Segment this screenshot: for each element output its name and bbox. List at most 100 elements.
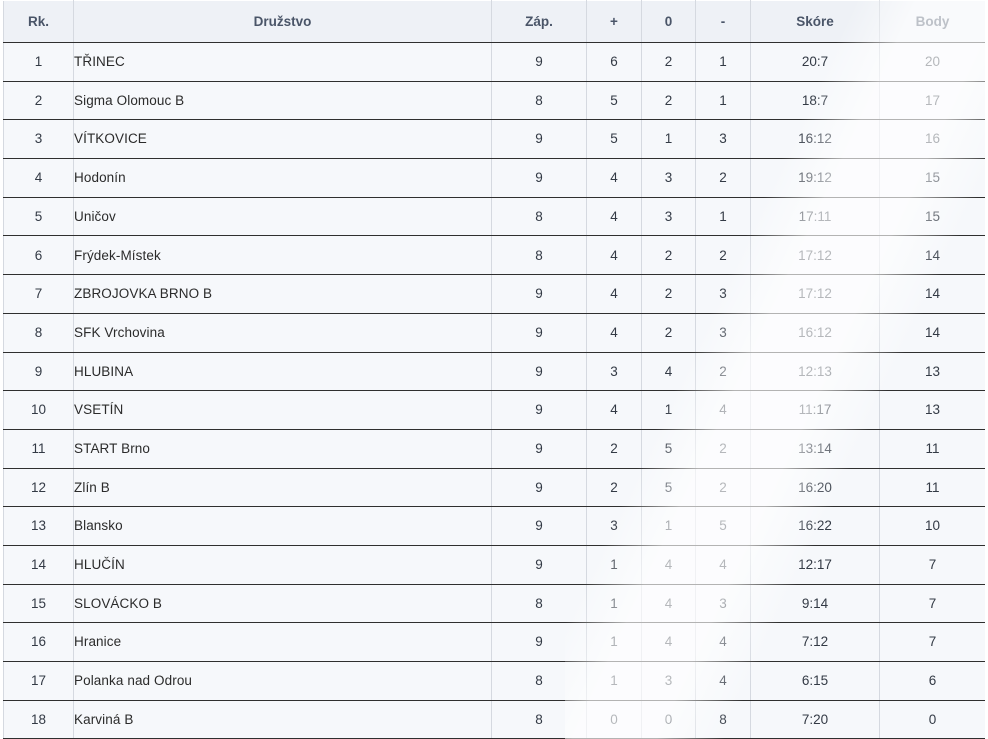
cell-loss: 5 — [695, 506, 751, 546]
cell-zap: 9 — [491, 428, 587, 469]
cell-draw: 2 — [641, 312, 696, 353]
cell-rank: 14 — [3, 544, 74, 585]
cell-zap: 9 — [491, 506, 587, 546]
standings-table-container: Rk. Družstvo Záp. +0- Skóre Body 1 TŘINEC 9 6 2 1 2… — [3, 0, 985, 739]
cell-loss: 2 — [695, 351, 751, 392]
cell-zap: 9 — [491, 467, 587, 508]
cell-draw: 4 — [641, 622, 696, 662]
column-header-loss[interactable]: - — [695, 0, 751, 43]
cell-draw: 2 — [641, 42, 696, 82]
cell-rank: 15 — [3, 583, 74, 624]
table-header-row: Rk. Družstvo Záp. +0- Skóre Body — [3, 0, 985, 43]
cell-zap: 9 — [491, 312, 587, 353]
cell-win: 1 — [586, 583, 642, 624]
table-row[interactable]: 15 SLOVÁCKO B 8 1 4 3 9:14 7 — [3, 583, 985, 624]
cell-score: 13:14 — [750, 428, 880, 469]
cell-rank: 5 — [3, 196, 74, 237]
cell-points: 7 — [879, 544, 985, 585]
cell-rank: 6 — [3, 235, 74, 276]
table-row[interactable]: 12 Zlín B 9 2 5 2 16:20 11 — [3, 467, 985, 508]
cell-points: 15 — [879, 158, 985, 198]
cell-team: TŘINEC — [73, 42, 492, 82]
table-row[interactable]: 11 START Brno 9 2 5 2 13:14 11 — [3, 428, 985, 469]
cell-score: 11:17 — [750, 390, 880, 430]
column-header-win[interactable]: + — [586, 0, 642, 43]
table-row[interactable]: 5 Uničov 8 4 3 1 17:11 15 — [3, 196, 985, 237]
cell-loss: 2 — [695, 428, 751, 469]
cell-zap: 8 — [491, 583, 587, 624]
table-body: 1 TŘINEC 9 6 2 1 20:7 20 2 Sigma Olomouc B 8 5 2 1 18:… — [3, 42, 985, 739]
cell-loss: 3 — [695, 312, 751, 353]
table-row[interactable]: 3 VÍTKOVICE 9 5 1 3 16:12 16 — [3, 119, 985, 160]
cell-win: 1 — [586, 622, 642, 662]
cell-team: Hodonín — [73, 158, 492, 198]
league-standings-table: Rk. Družstvo Záp. +0- Skóre Body 1 TŘINEC 9 6 2 1 2… — [3, 0, 985, 739]
table-row[interactable]: 8 SFK Vrchovina 9 4 2 3 16:12 14 — [3, 312, 985, 353]
column-header-zap[interactable]: Záp. — [491, 0, 587, 43]
cell-win: 5 — [586, 80, 642, 121]
cell-points: 13 — [879, 390, 985, 430]
cell-win: 4 — [586, 196, 642, 237]
cell-draw: 3 — [641, 661, 696, 701]
cell-rank: 1 — [3, 42, 74, 82]
cell-points: 14 — [879, 274, 985, 314]
cell-team: Uničov — [73, 196, 492, 237]
table-row[interactable]: 17 Polanka nad Odrou 8 1 3 4 6:15 6 — [3, 661, 985, 701]
cell-loss: 1 — [695, 42, 751, 82]
table-row[interactable]: 16 Hranice 9 1 4 4 7:12 7 — [3, 622, 985, 662]
cell-zap: 9 — [491, 390, 587, 430]
table-row[interactable]: 10 VSETÍN 9 4 1 4 11:17 13 — [3, 390, 985, 430]
cell-loss: 4 — [695, 661, 751, 701]
column-header-rank[interactable]: Rk. — [3, 0, 74, 43]
table-row[interactable]: 2 Sigma Olomouc B 8 5 2 1 18:7 17 — [3, 80, 985, 121]
column-header-points[interactable]: Body — [879, 0, 985, 43]
column-header-score[interactable]: Skóre — [750, 0, 880, 43]
table-row[interactable]: 1 TŘINEC 9 6 2 1 20:7 20 — [3, 42, 985, 82]
cell-win: 4 — [586, 390, 642, 430]
cell-win: 4 — [586, 158, 642, 198]
cell-zap: 9 — [491, 351, 587, 392]
column-header-team[interactable]: Družstvo — [73, 0, 492, 43]
cell-points: 11 — [879, 467, 985, 508]
cell-loss: 2 — [695, 235, 751, 276]
cell-win: 1 — [586, 544, 642, 585]
cell-points: 10 — [879, 506, 985, 546]
cell-score: 6:15 — [750, 661, 880, 701]
cell-rank: 4 — [3, 158, 74, 198]
cell-team: Blansko — [73, 506, 492, 546]
cell-points: 6 — [879, 661, 985, 701]
cell-zap: 9 — [491, 544, 587, 585]
table-row[interactable]: 4 Hodonín 9 4 3 2 19:12 15 — [3, 158, 985, 198]
table-row[interactable]: 14 HLUČÍN 9 1 4 4 12:17 7 — [3, 544, 985, 585]
cell-score: 12:13 — [750, 351, 880, 392]
cell-team: START Brno — [73, 428, 492, 469]
cell-win: 3 — [586, 506, 642, 546]
cell-zap: 8 — [491, 196, 587, 237]
table-row[interactable]: 18 Karviná B 8 0 0 8 7:20 0 — [3, 699, 985, 739]
cell-loss: 4 — [695, 622, 751, 662]
cell-score: 18:7 — [750, 80, 880, 121]
cell-win: 6 — [586, 42, 642, 82]
cell-points: 13 — [879, 351, 985, 392]
cell-zap: 8 — [491, 699, 587, 739]
cell-rank: 11 — [3, 428, 74, 469]
table-row[interactable]: 13 Blansko 9 3 1 5 16:22 10 — [3, 506, 985, 546]
cell-win: 5 — [586, 119, 642, 160]
cell-draw: 5 — [641, 467, 696, 508]
cell-score: 16:22 — [750, 506, 880, 546]
table-row[interactable]: 7 ZBROJOVKA BRNO B 9 4 2 3 17:12 14 — [3, 274, 985, 314]
cell-team: Zlín B — [73, 467, 492, 508]
cell-rank: 10 — [3, 390, 74, 430]
table-row[interactable]: 9 HLUBINA 9 3 4 2 12:13 13 — [3, 351, 985, 392]
cell-points: 20 — [879, 42, 985, 82]
cell-draw: 0 — [641, 699, 696, 739]
cell-points: 7 — [879, 622, 985, 662]
cell-rank: 16 — [3, 622, 74, 662]
cell-win: 4 — [586, 312, 642, 353]
cell-loss: 3 — [695, 583, 751, 624]
cell-rank: 18 — [3, 699, 74, 739]
table-row[interactable]: 6 Frýdek-Místek 8 4 2 2 17:12 14 — [3, 235, 985, 276]
cell-zap: 8 — [491, 235, 587, 276]
cell-score: 17:11 — [750, 196, 880, 237]
column-header-draw[interactable]: 0 — [641, 0, 696, 43]
